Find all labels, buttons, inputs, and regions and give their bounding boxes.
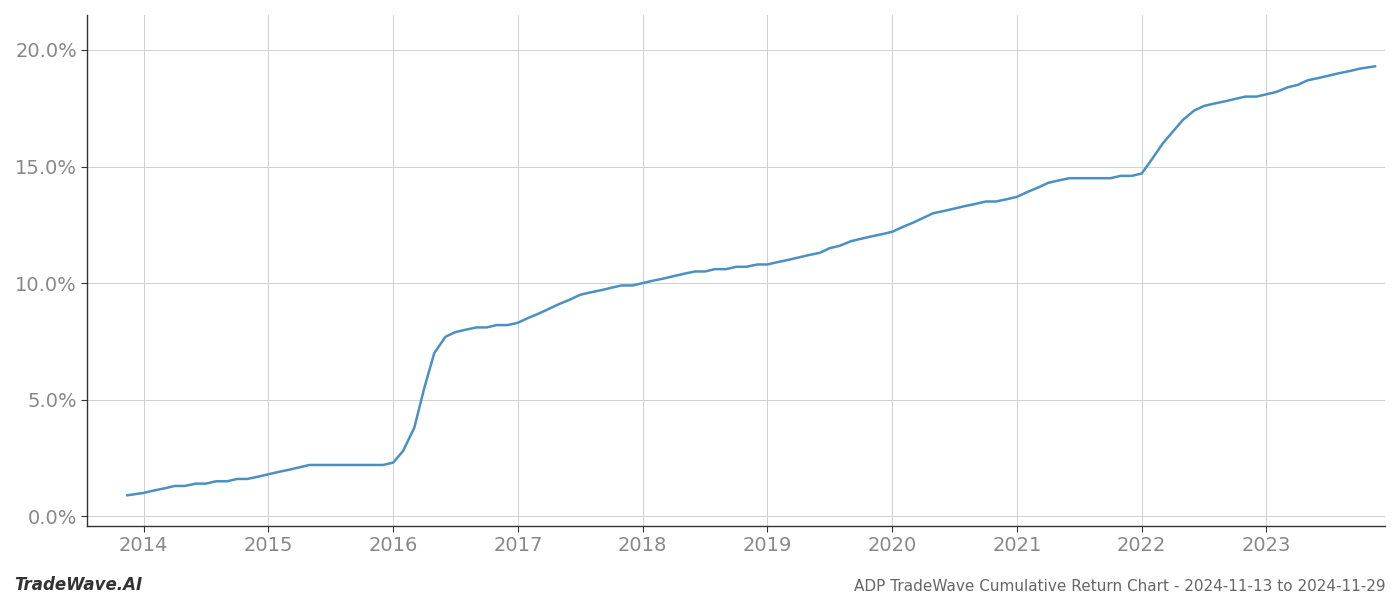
Text: ADP TradeWave Cumulative Return Chart - 2024-11-13 to 2024-11-29: ADP TradeWave Cumulative Return Chart - … bbox=[854, 579, 1386, 594]
Text: TradeWave.AI: TradeWave.AI bbox=[14, 576, 143, 594]
